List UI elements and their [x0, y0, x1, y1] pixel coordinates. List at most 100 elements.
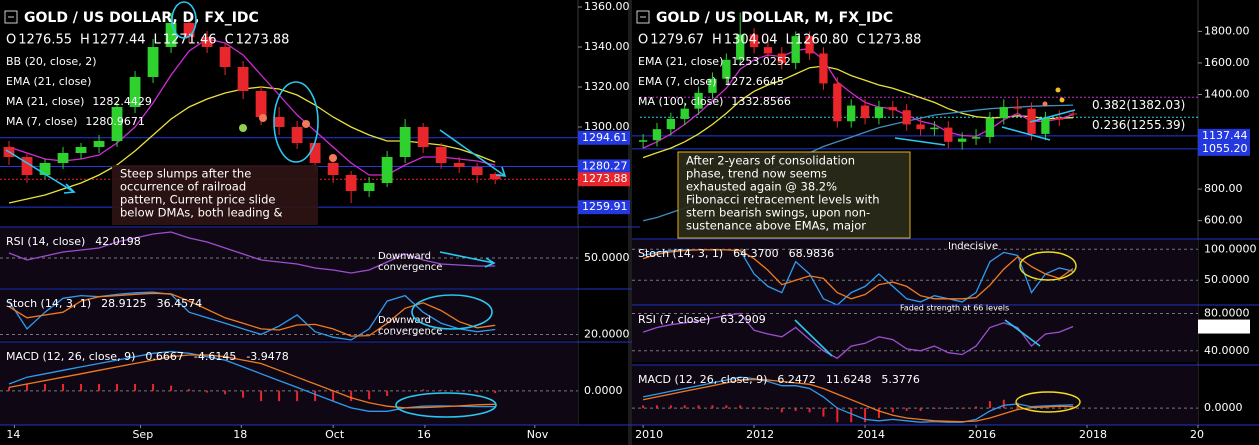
ohlc-value: 1273.88 — [868, 33, 922, 48]
candle-body — [327, 163, 339, 175]
histogram-bar — [44, 384, 47, 391]
histogram-bar — [877, 408, 880, 418]
panel-label-box — [1198, 319, 1250, 334]
histogram-bar — [725, 405, 728, 409]
indicator-readout: 1272.6645 — [724, 75, 784, 88]
dot — [1055, 87, 1061, 93]
y-tick-label: 1320.00 — [584, 80, 630, 93]
y-tick-label: 1400.00 — [1204, 87, 1250, 100]
histogram-bar — [224, 390, 227, 395]
ohlc-key: C — [857, 33, 866, 48]
indicator-readout: 1332.8566 — [731, 95, 791, 108]
chart-title: GOLD / US DOLLAR, M, FX_IDC — [656, 10, 893, 26]
price-label-box — [578, 200, 630, 215]
panel-name: RSI (14, close) — [6, 235, 85, 248]
y-tick-label: 1600.00 — [1204, 56, 1250, 69]
panel-note: Faded strength at 66 levels — [900, 304, 1009, 313]
histogram-bar — [296, 390, 299, 402]
x-tick-label: Oct — [325, 428, 345, 441]
panel-name: Stoch (14, 3, 1) — [638, 247, 723, 260]
price-label: 1294.61 — [582, 131, 628, 144]
histogram-bar — [711, 405, 714, 409]
candle-body — [805, 36, 814, 54]
indicator-name: EMA (7, close) — [638, 75, 716, 88]
chart-title: GOLD / US DOLLAR, D, FX_IDC — [24, 10, 259, 26]
ohlc-value: 1260.80 — [795, 33, 849, 48]
panel-readout: -4.6145 — [194, 350, 236, 363]
panel-tick-label: 20.0000 — [584, 327, 630, 340]
histogram-bar — [386, 390, 389, 396]
panel-tick-label: 100.0000 — [1204, 242, 1257, 255]
price-label: 1280.27 — [582, 159, 628, 172]
candle-body — [75, 147, 87, 153]
candle-body — [363, 183, 375, 191]
panel-tick-label: 0.0000 — [1204, 401, 1243, 414]
candle-body — [819, 53, 828, 84]
histogram-bar — [242, 390, 245, 398]
histogram-bar — [62, 384, 65, 391]
annotation-line: Steep slumps after the — [120, 167, 251, 181]
fib-label: 0.382(1382.03) — [1092, 98, 1185, 112]
x-tick-label: 16 — [417, 428, 431, 441]
histogram-bar — [368, 390, 371, 400]
candle-body — [21, 157, 33, 175]
candle-body — [417, 127, 429, 147]
price-label-box — [1198, 128, 1250, 143]
candle-body — [722, 59, 731, 79]
price-label: 1273.88 — [582, 172, 628, 185]
histogram-bar — [683, 405, 686, 409]
panel-bg — [632, 366, 1198, 425]
indicator-name: MA (100, close) — [638, 95, 723, 108]
histogram-bar — [350, 390, 353, 402]
indicator-line — [8, 38, 496, 176]
ohlc-key: O — [638, 33, 648, 48]
histogram-bar — [278, 390, 281, 402]
fib-label: 0.236(1255.39) — [1092, 118, 1185, 132]
panel-readout: 36.4574 — [157, 297, 203, 310]
histogram-bar — [988, 401, 991, 409]
candle-body — [39, 163, 51, 175]
indicator-line — [8, 291, 496, 341]
histogram-bar — [170, 385, 173, 391]
candle-body — [860, 105, 870, 119]
candle-body — [129, 77, 141, 107]
x-tick-label: 18 — [233, 428, 247, 441]
candle-body — [930, 127, 939, 130]
histogram-bar — [836, 408, 839, 423]
panel-tick-label: 80.0000 — [1204, 306, 1250, 319]
x-tick-label: Nov — [527, 428, 549, 441]
candle-body — [345, 175, 357, 191]
candle-body — [916, 124, 925, 130]
histogram-bar — [476, 390, 479, 393]
histogram-bar — [116, 384, 119, 391]
ohlc-key: C — [225, 33, 234, 48]
panel-readout: 6.2472 — [777, 373, 816, 386]
indicator-readout: 1282.4429 — [92, 95, 152, 108]
ohlc-value: 1276.55 — [18, 33, 72, 48]
candle-body — [736, 34, 745, 60]
y-tick-label: 600.00 — [1204, 214, 1243, 227]
candle-body — [971, 137, 981, 139]
histogram-bar — [422, 389, 425, 391]
panel-readout: -3.9478 — [246, 350, 288, 363]
ohlc-value: 1273.88 — [236, 33, 290, 48]
candle-body — [237, 67, 249, 91]
histogram-bar — [947, 408, 950, 409]
x-tick-label: 14 — [6, 428, 20, 441]
histogram-bar — [332, 390, 335, 402]
histogram-bar — [669, 405, 672, 409]
histogram-bar — [494, 390, 497, 394]
histogram-bar — [919, 408, 922, 411]
circle-mark — [171, 1, 197, 39]
x-tick-label: 20 — [1190, 428, 1204, 441]
indicator-name: EMA (21, close) — [638, 55, 723, 68]
ohlc-key: L — [154, 33, 162, 48]
x-tick-label: 2016 — [968, 428, 996, 441]
candle-body — [399, 127, 411, 157]
candle-body — [1013, 107, 1022, 109]
candle-body — [874, 107, 884, 119]
candle-body — [749, 34, 759, 48]
ohlc-value: 1271.46 — [163, 33, 217, 48]
histogram-bar — [260, 390, 263, 402]
